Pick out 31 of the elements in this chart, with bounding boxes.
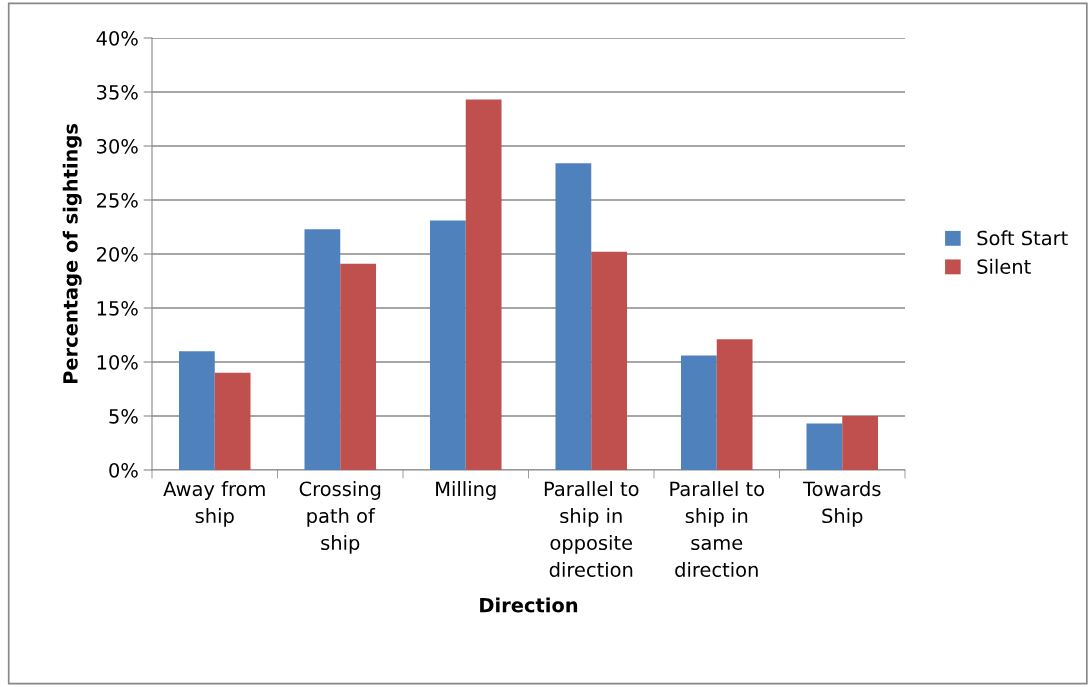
- y-tick-label: 0%: [109, 462, 138, 478]
- legend-label: Soft Start: [977, 230, 1068, 246]
- legend-label: Silent: [977, 258, 1031, 274]
- bar: [806, 423, 843, 470]
- y-tick-label: 5%: [109, 408, 138, 424]
- x-tick-label: Parallel to ship in opposite direction: [544, 481, 639, 577]
- bar: [304, 229, 341, 470]
- y-tick-label: 35%: [97, 84, 138, 100]
- y-tick-label: 40%: [96, 30, 138, 46]
- y-axis-title: Percentage of sightings: [62, 124, 82, 384]
- y-tick-label: 25%: [97, 192, 138, 208]
- bar: [591, 251, 628, 470]
- y-tick-label: 20%: [97, 246, 138, 262]
- y-tick-label: 15%: [97, 300, 138, 316]
- x-axis-title: Direction: [480, 597, 578, 613]
- bar: [716, 339, 753, 470]
- x-tick-label: Crossing path of ship: [299, 481, 381, 554]
- bar: [680, 355, 717, 470]
- x-tick-label: Parallel to ship in same direction: [670, 481, 764, 577]
- bar: [214, 372, 251, 470]
- bar: [842, 416, 879, 470]
- y-tick-label: 10%: [97, 354, 138, 370]
- bar: [465, 99, 502, 470]
- bar: [178, 351, 215, 470]
- y-tick-label: 30%: [97, 138, 138, 154]
- x-tick-label: Towards Ship: [802, 481, 881, 527]
- x-tick-label: Milling: [436, 481, 496, 500]
- x-tick-label: Away from ship: [163, 481, 265, 527]
- bar: [340, 263, 377, 470]
- bar: [429, 220, 466, 470]
- bar: [555, 163, 592, 470]
